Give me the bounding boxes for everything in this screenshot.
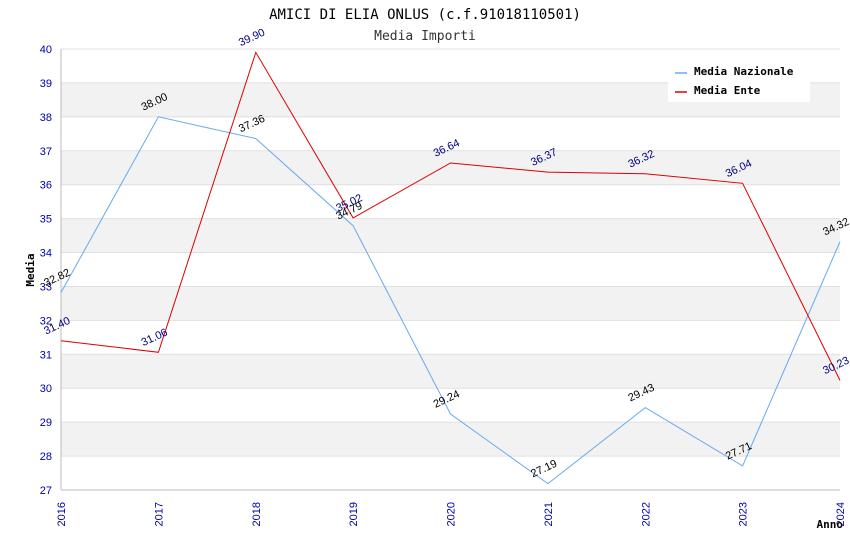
y-tick-label: 35 [40,214,52,226]
y-tick-label: 27 [40,485,52,497]
series-line-media-ente [60,51,841,381]
data-label: 39.90 [237,27,267,50]
legend-box [668,60,810,102]
x-tick-label: 2022 [640,502,652,526]
legend-label-media-nazionale: Media Nazionale [694,65,794,78]
y-tick-label: 38 [40,112,52,124]
data-label: 27.19 [529,458,559,481]
y-tick-labels: 27 28 29 30 31 32 33 34 35 36 37 38 39 40 [40,44,52,497]
y-tick-label: 29 [40,417,52,429]
y-tick-label: 32 [40,315,52,327]
x-tick-label: 2016 [56,502,68,526]
legend-label-media-ente: Media Ente [694,84,761,97]
y-axis-label: Media [24,253,37,286]
y-tick-label: 30 [40,383,52,395]
x-tick-label: 2021 [543,502,555,526]
x-tick-label: 2017 [153,502,165,526]
series-line-media-nazionale [60,116,841,485]
y-tick-label: 33 [40,281,52,293]
y-tick-label: 37 [40,146,52,158]
data-label: 32.82 [42,267,72,290]
legend: Media Nazionale Media Ente [668,60,810,102]
grid-band [61,218,840,253]
series-lines [60,51,841,485]
x-tick-label: 2023 [738,502,750,526]
y-tick-label: 28 [40,451,52,463]
x-axis-label: Anno [817,518,844,531]
y-tick-label: 36 [40,180,52,192]
x-tick-label: 2019 [348,502,360,526]
x-tick-label: 2020 [446,502,458,526]
x-tick-label: 2024 [835,502,847,526]
grid-band [61,286,840,321]
y-tick-label: 31 [40,349,52,361]
x-tick-label: 2018 [251,502,263,526]
x-tick-labels: 2016 2017 2018 2019 2020 2021 2022 2023 2024 [56,502,847,526]
grid-band [61,422,840,457]
grid-band [61,150,840,185]
y-tick-label: 39 [40,78,52,90]
chart-title: AMICI DI ELIA ONLUS (c.f.91018110501) [269,7,581,23]
y-tick-label: 40 [40,44,52,56]
grid-band [61,354,840,389]
data-label: 31.06 [140,326,170,349]
chart-subtitle: Media Importi [374,29,476,44]
y-tick-label: 34 [40,248,52,260]
